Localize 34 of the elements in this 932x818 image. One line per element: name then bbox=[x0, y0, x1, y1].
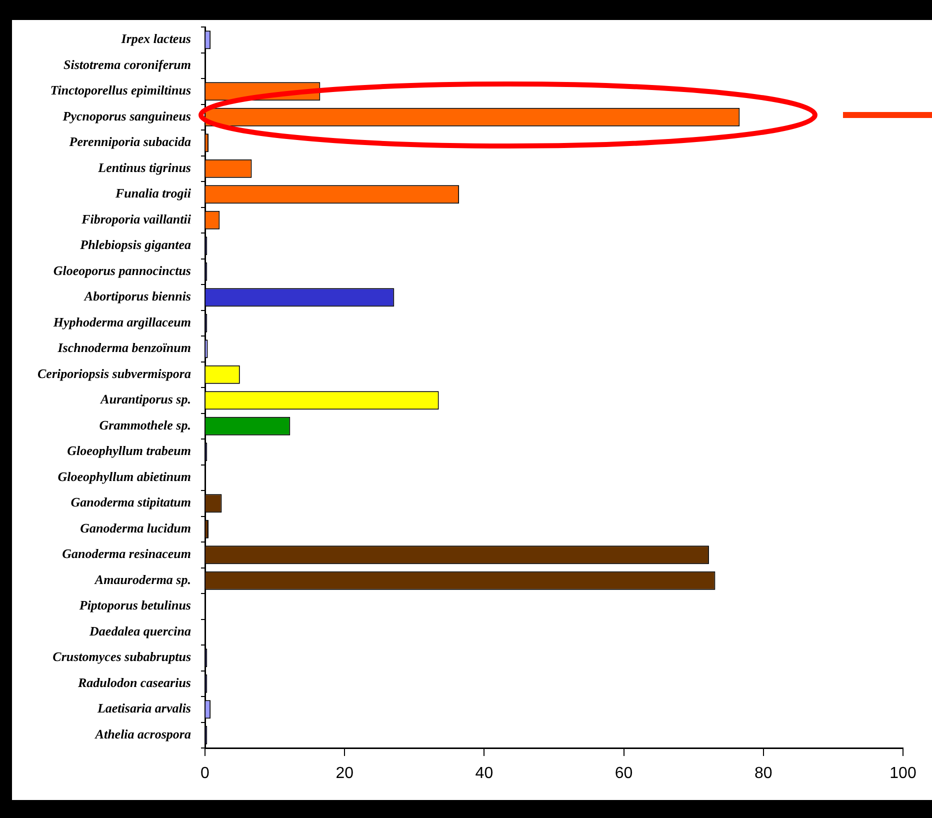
x-tick-label: 80 bbox=[754, 765, 772, 782]
y-tick-label: Grammothele sp. bbox=[99, 417, 191, 432]
y-tick-label: Ischnoderma benzoïnum bbox=[56, 340, 191, 356]
y-tick-label: Hyphoderma argillaceum bbox=[52, 314, 191, 330]
y-tick-label: Ceriporiopsis subvermispora bbox=[38, 366, 192, 381]
x-tick-label: 0 bbox=[200, 765, 210, 782]
y-tick-label: Irpex lacteus bbox=[120, 31, 191, 46]
y-tick-label: Lentinus tigrinus bbox=[97, 160, 191, 175]
y-tick-label: Gloeoporus pannocinctus bbox=[53, 262, 191, 278]
y-tick-label: Gloeophyllum trabeum bbox=[67, 443, 191, 458]
y-tick-label: Phlebiopsis gigantea bbox=[80, 237, 192, 252]
y-tick-label: Ganoderma lucidum bbox=[80, 520, 191, 536]
y-tick-label: Fibroporia vaillantii bbox=[80, 211, 192, 226]
y-tick-label: Aurantiporus sp. bbox=[100, 392, 191, 407]
y-tick-label: Gloeophyllum abietinum bbox=[58, 468, 191, 484]
y-tick-label: Pycnoporus sanguineus bbox=[62, 108, 191, 124]
y-tick-label: Ganoderma resinaceum bbox=[62, 546, 191, 562]
x-tick-label: 40 bbox=[475, 765, 494, 782]
y-tick-label: Crustomyces subabruptus bbox=[52, 649, 191, 664]
y-tick-label: Abortiporus biennis bbox=[83, 288, 191, 304]
y-tick-label: Sistotrema coroniferum bbox=[64, 56, 191, 72]
y-tick-label: Perenniporia subacida bbox=[69, 134, 192, 150]
x-tick-label: 20 bbox=[336, 765, 354, 782]
y-tick-label: Funalia trogii bbox=[114, 186, 192, 201]
x-tick-label: 60 bbox=[614, 765, 633, 782]
y-tick-label: Tinctoporellus epimiltinus bbox=[50, 82, 191, 98]
y-tick-label: Amauroderma sp. bbox=[94, 572, 191, 587]
x-tick-label: 100 bbox=[890, 765, 916, 782]
y-tick-label: Radulodon casearius bbox=[76, 674, 191, 690]
y-tick-label: Daedalea quercina bbox=[88, 623, 192, 638]
y-tick-label: Laetisaria arvalis bbox=[96, 700, 191, 716]
y-tick-label: Piptoporus betulinus bbox=[79, 598, 191, 613]
y-tick-label: Athelia acrospora bbox=[94, 726, 192, 742]
y-tick-label: Ganoderma stipitatum bbox=[70, 494, 191, 510]
